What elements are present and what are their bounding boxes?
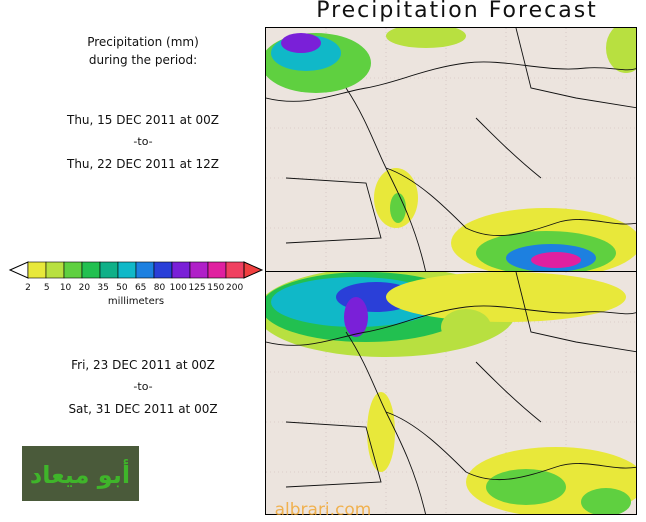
legend-swatch	[81, 261, 101, 279]
legend-swatch	[45, 261, 65, 279]
color-legend: 2 5 10 20 35 50 65 80 100 125 150 200 millimeters	[8, 258, 264, 318]
legend-swatch	[153, 261, 173, 279]
legend-tick-label: 5	[43, 283, 50, 293]
precipitation-fields	[266, 272, 636, 514]
logo-text: أبو ميعاد	[30, 459, 130, 489]
legend-tick-label: 35	[97, 283, 109, 293]
caption-line-2: during the period:	[88, 53, 198, 67]
period-2-end: Sat, 31 DEC 2011 at 00Z	[68, 402, 218, 416]
legend-swatch	[135, 261, 155, 279]
period-1: Thu, 15 DEC 2011 at 00Z -to- Thu, 22 DEC…	[28, 111, 258, 173]
legend-right-arrow	[243, 261, 264, 279]
legend-tick-label: 80	[153, 283, 166, 293]
caption-line-1: Precipitation (mm)	[87, 35, 199, 49]
legend-tick-label: 50	[116, 283, 128, 293]
legend-tick-label: 100	[169, 283, 187, 293]
map-2-graphic	[266, 272, 636, 514]
period-2-start: Fri, 23 DEC 2011 at 00Z	[71, 358, 215, 372]
watermark: albrari.com	[274, 500, 372, 520]
legend-swatch	[117, 261, 137, 279]
legend-bar	[8, 261, 264, 279]
legend-swatch	[63, 261, 83, 279]
caption: Precipitation (mm) during the period:	[28, 33, 258, 69]
logo: أبو ميعاد	[22, 446, 139, 501]
legend-swatch	[171, 261, 191, 279]
legend-swatch	[207, 261, 227, 279]
legend-tick-label: 10	[59, 283, 72, 293]
period-1-end: Thu, 22 DEC 2011 at 12Z	[67, 157, 219, 171]
precipitation-fields	[266, 28, 636, 271]
period-2-separator: -to-	[133, 380, 153, 393]
map-period-1	[265, 27, 637, 272]
legend-swatch	[99, 261, 119, 279]
legend-tick-label: 200	[226, 283, 244, 293]
legend-tick-label: 65	[134, 283, 147, 293]
coastlines	[266, 272, 636, 514]
period-1-start: Thu, 15 DEC 2011 at 00Z	[67, 113, 219, 127]
legend-unit: millimeters	[107, 296, 165, 307]
legend-swatch	[27, 261, 47, 279]
map-1-graphic	[266, 28, 636, 271]
legend-tick-label: 125	[188, 283, 206, 293]
coastlines	[266, 28, 636, 271]
legend-tick-label: 20	[78, 283, 91, 293]
legend-swatch	[225, 261, 245, 279]
chart-title: Precipitation Forecast	[316, 0, 598, 23]
legend-tick-label: 150	[207, 283, 225, 293]
legend-tick-label: 2	[25, 283, 31, 293]
period-2: Fri, 23 DEC 2011 at 00Z -to- Sat, 31 DEC…	[28, 356, 258, 418]
legend-swatch	[189, 261, 209, 279]
legend-left-arrow	[8, 261, 29, 279]
map-period-2	[265, 271, 637, 515]
period-1-separator: -to-	[133, 135, 153, 148]
svg-text:أبو ميعاد: أبو ميعاد	[30, 459, 130, 489]
